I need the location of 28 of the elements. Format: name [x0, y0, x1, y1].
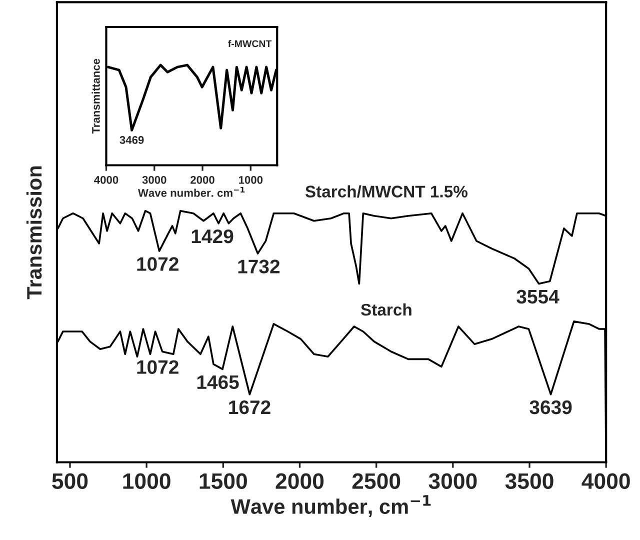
text: f-MWCNT [228, 40, 272, 48]
annotation: 1072 [137, 257, 178, 271]
x-tick-label: 4000 [94, 176, 118, 184]
x-tick-label: 2000 [190, 176, 214, 184]
x-axis-title: Wave number. cm$^{−1}$ [138, 186, 245, 197]
x-tick-label: 2000 [276, 473, 324, 489]
x-tick-label: 1500 [200, 473, 247, 489]
x-axis-title: Wave number, cm$^{−1}$ [230, 495, 431, 517]
y-axis-title: Transmittance [92, 58, 100, 134]
series-label: Starch/MWCNT 1.5% [305, 185, 468, 198]
annotation: 1429 [192, 229, 234, 244]
x-tick-label: 3000 [142, 176, 166, 184]
annotation: 1465 [197, 375, 239, 390]
series-label: Starch [360, 303, 412, 316]
annotation: 1672 [229, 400, 270, 414]
y-axis-title: Transmission [26, 166, 42, 300]
annotation: 3469 [120, 136, 144, 144]
annotation: 3554 [516, 290, 560, 304]
annotation: 1072 [137, 360, 178, 374]
x-tick-label: 500 [52, 473, 88, 489]
x-tick-label: 1000 [123, 473, 170, 489]
x-tick-label: 4000 [582, 473, 630, 489]
x-tick-label: 2500 [352, 473, 400, 489]
x-tick-label: 1000 [238, 176, 263, 184]
annotation: 1732 [238, 260, 280, 274]
annotation: 3639 [530, 400, 572, 414]
x-tick-label: 3000 [428, 473, 477, 490]
x-tick-label: 3500 [505, 473, 554, 490]
